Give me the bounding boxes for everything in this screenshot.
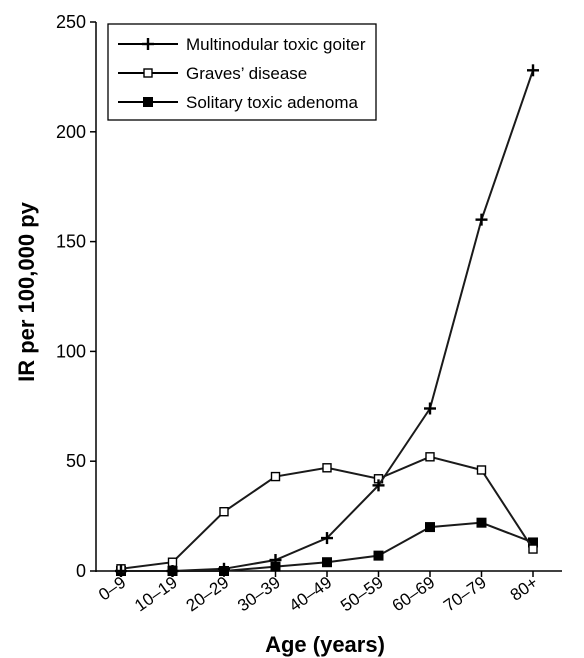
series-1 <box>116 452 538 574</box>
series <box>115 64 539 577</box>
data-point <box>475 213 488 226</box>
y-axis-label: IR per 100,000 py <box>14 201 39 382</box>
data-point <box>218 562 230 575</box>
series-2 <box>116 517 538 576</box>
legend-label: Solitary toxic adenoma <box>186 93 359 112</box>
y-tick-label: 50 <box>66 451 86 471</box>
legend-marker <box>142 38 154 50</box>
data-point <box>166 565 179 577</box>
x-tick-label: 50–59 <box>337 573 387 616</box>
data-point <box>527 64 539 77</box>
data-point <box>219 507 229 517</box>
series-0 <box>115 64 539 577</box>
legend-item: Multinodular toxic goiter <box>118 35 366 54</box>
data-point <box>115 565 127 577</box>
data-point <box>425 522 435 533</box>
data-point <box>372 479 385 492</box>
x-tick-label: 30–39 <box>234 573 284 616</box>
legend-label: Graves’ disease <box>186 64 307 83</box>
x-tick-label: 80+ <box>507 573 542 605</box>
data-point <box>373 550 384 561</box>
data-point <box>269 554 282 567</box>
y-tick-label: 0 <box>76 561 86 581</box>
y-ticks: 0 50 100 150 200 250 <box>56 12 96 581</box>
x-tick-label: 0–9 <box>95 573 129 605</box>
data-point <box>322 557 332 568</box>
data-point <box>322 463 332 473</box>
legend-item: Graves’ disease <box>118 64 307 83</box>
legend-label: Multinodular toxic goiter <box>186 35 366 54</box>
x-ticks: 0–9 10–19 20–29 30–39 40–49 50–59 60–69 70–79 80… <box>95 571 541 615</box>
series-line <box>121 69 534 572</box>
legend-marker <box>143 97 153 107</box>
data-point <box>425 452 435 462</box>
x-tick-label: 40–49 <box>286 573 336 616</box>
data-point <box>270 471 281 482</box>
data-point <box>476 517 487 528</box>
legend-item: Solitary toxic adenoma <box>118 93 359 112</box>
data-point <box>476 465 487 475</box>
x-tick-label: 70–79 <box>440 573 490 616</box>
x-tick-label: 10–19 <box>131 573 181 616</box>
series-line <box>120 455 534 570</box>
y-tick-label: 250 <box>56 12 86 32</box>
data-point <box>424 402 436 415</box>
y-tick-label: 200 <box>56 122 86 142</box>
x-tick-label: 60–69 <box>389 573 439 616</box>
data-point <box>528 544 538 554</box>
data-point <box>321 532 333 545</box>
x-tick-label: 20–29 <box>183 573 233 616</box>
legend-marker <box>143 68 153 78</box>
legend: Multinodular toxic goiter Graves’ disease… <box>107 23 377 121</box>
y-tick-label: 150 <box>56 232 86 252</box>
x-axis-label: Age (years) <box>265 632 385 657</box>
y-tick-label: 100 <box>56 341 86 361</box>
